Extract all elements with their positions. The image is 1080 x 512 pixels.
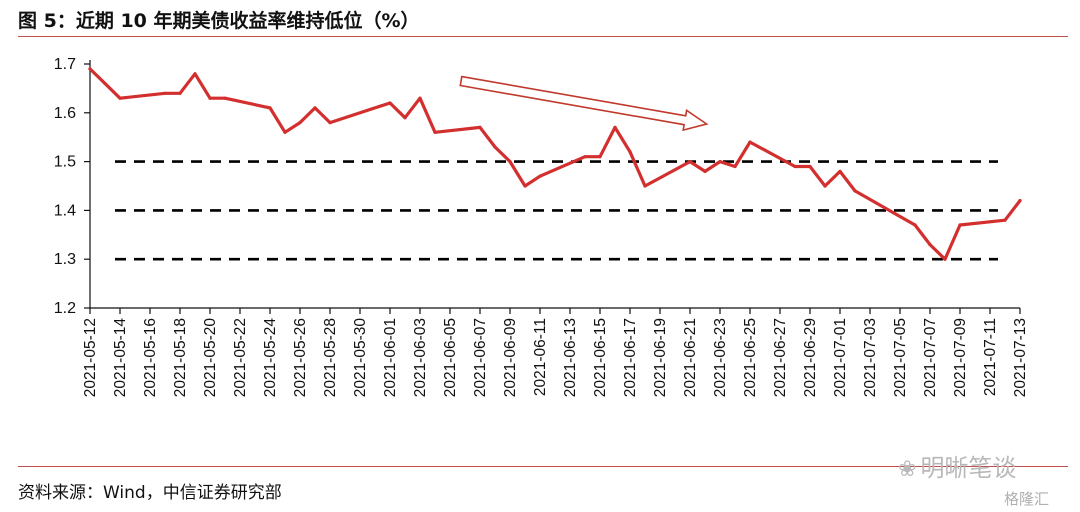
data-point — [583, 155, 587, 159]
data-point — [958, 223, 962, 227]
data-point — [193, 72, 197, 76]
data-point — [703, 169, 707, 173]
data-point — [403, 116, 407, 120]
data-point — [688, 160, 692, 164]
data-point — [523, 184, 527, 188]
data-point — [748, 140, 752, 144]
data-point — [943, 257, 947, 261]
y-tick-labels: 1.2 1.3 1.4 1.5 1.6 1.7 — [54, 56, 90, 317]
data-point — [313, 106, 317, 110]
data-point — [268, 106, 272, 110]
data-point — [838, 169, 842, 173]
bottom-divider — [18, 466, 1068, 467]
data-point — [823, 184, 827, 188]
data-point — [928, 243, 932, 247]
x-tick-labels: 2021-05-12 2021-05-14 2021-05-16 2021-05-18… — [82, 308, 1029, 397]
x-tick-label: 2021-06-11 — [532, 318, 549, 396]
x-tick-label: 2021-05-30 — [352, 318, 369, 398]
x-tick-label: 2021-06-25 — [742, 318, 759, 397]
x-tick-label: 2021-06-23 — [712, 318, 729, 397]
y-tick-label: 1.6 — [54, 105, 76, 122]
x-tick-label: 2021-06-21 — [682, 318, 699, 397]
x-tick-label: 2021-06-19 — [652, 318, 669, 397]
x-tick-label: 2021-07-07 — [922, 318, 939, 397]
x-tick-label: 2021-06-01 — [382, 318, 399, 397]
x-tick-label: 2021-06-09 — [502, 318, 519, 397]
x-tick-label: 2021-05-16 — [142, 318, 159, 397]
data-point — [418, 96, 422, 100]
data-point — [283, 130, 287, 134]
x-tick-label: 2021-06-29 — [802, 318, 819, 397]
x-tick-label: 2021-05-12 — [82, 318, 99, 397]
trend-arrow-shape — [459, 75, 709, 132]
x-tick-label: 2021-05-20 — [202, 318, 219, 398]
x-tick-label: 2021-06-17 — [622, 318, 639, 397]
x-tick-label: 2021-07-05 — [892, 318, 909, 397]
data-point — [718, 160, 722, 164]
data-point — [1003, 218, 1007, 222]
x-tick-label: 2021-06-03 — [412, 318, 429, 397]
y-tick-label: 1.5 — [54, 154, 76, 171]
x-tick-label: 2021-06-07 — [472, 318, 489, 397]
data-point — [118, 96, 122, 100]
x-tick-label: 2021-05-14 — [112, 318, 129, 398]
x-tick-label: 2021-06-05 — [442, 318, 459, 397]
data-point — [1018, 199, 1022, 203]
data-point — [478, 125, 482, 129]
data-point — [328, 121, 332, 125]
y-tick-label: 1.2 — [54, 300, 76, 317]
data-point — [493, 145, 497, 149]
x-tick-label: 2021-05-28 — [322, 318, 339, 397]
data-point — [538, 174, 542, 178]
x-tick-label: 2021-07-01 — [832, 318, 849, 397]
source-note: 资料来源：Wind，中信证券研究部 — [18, 483, 282, 503]
x-tick-label: 2021-05-24 — [262, 318, 279, 398]
data-point — [793, 164, 797, 169]
x-tick-label: 2021-07-11 — [982, 318, 999, 396]
chart-title: 图 5：近期 10 年期美债收益率维持低位（%） — [18, 10, 420, 32]
data-point — [508, 160, 512, 164]
y-tick-label: 1.3 — [54, 251, 76, 268]
data-point — [643, 184, 647, 188]
chart-axes — [89, 60, 1020, 309]
data-point — [853, 189, 857, 193]
data-point — [733, 164, 737, 169]
top-divider — [18, 36, 1068, 37]
x-tick-label: 2021-06-13 — [562, 318, 579, 397]
x-tick-label: 2021-05-18 — [172, 318, 189, 397]
x-tick-label: 2021-05-26 — [292, 318, 309, 397]
series-layer — [88, 67, 1022, 261]
data-point — [808, 164, 812, 169]
data-point — [613, 125, 617, 129]
data-point — [88, 67, 92, 71]
y-tick-label: 1.4 — [54, 202, 76, 219]
watermark-secondary: 格隆汇 — [1004, 490, 1050, 508]
x-tick-label: 2021-06-27 — [772, 318, 789, 397]
x-tick-label: 2021-06-15 — [592, 318, 609, 397]
data-point — [628, 150, 632, 154]
data-point — [223, 96, 227, 100]
x-tick-label: 2021-07-09 — [952, 318, 969, 397]
data-point — [208, 96, 212, 100]
data-point — [178, 91, 182, 95]
data-point — [433, 130, 437, 134]
x-tick-label: 2021-07-03 — [862, 318, 879, 397]
data-point — [103, 81, 107, 86]
data-point — [298, 121, 302, 125]
watermark: ❀ 明晰笔谈 — [898, 448, 1016, 483]
data-point — [913, 223, 917, 227]
data-point — [598, 155, 602, 159]
reference-lines — [115, 160, 998, 261]
wechat-icon: ❀ — [898, 457, 917, 482]
x-tick-label: 2021-05-22 — [232, 318, 249, 397]
data-point — [163, 91, 167, 95]
data-point — [388, 101, 392, 105]
y-tick-label: 1.7 — [54, 56, 76, 73]
watermark-text: 明晰笔谈 — [920, 454, 1017, 482]
trend-arrow — [459, 75, 709, 132]
x-tick-label: 2021-07-13 — [1012, 318, 1029, 397]
